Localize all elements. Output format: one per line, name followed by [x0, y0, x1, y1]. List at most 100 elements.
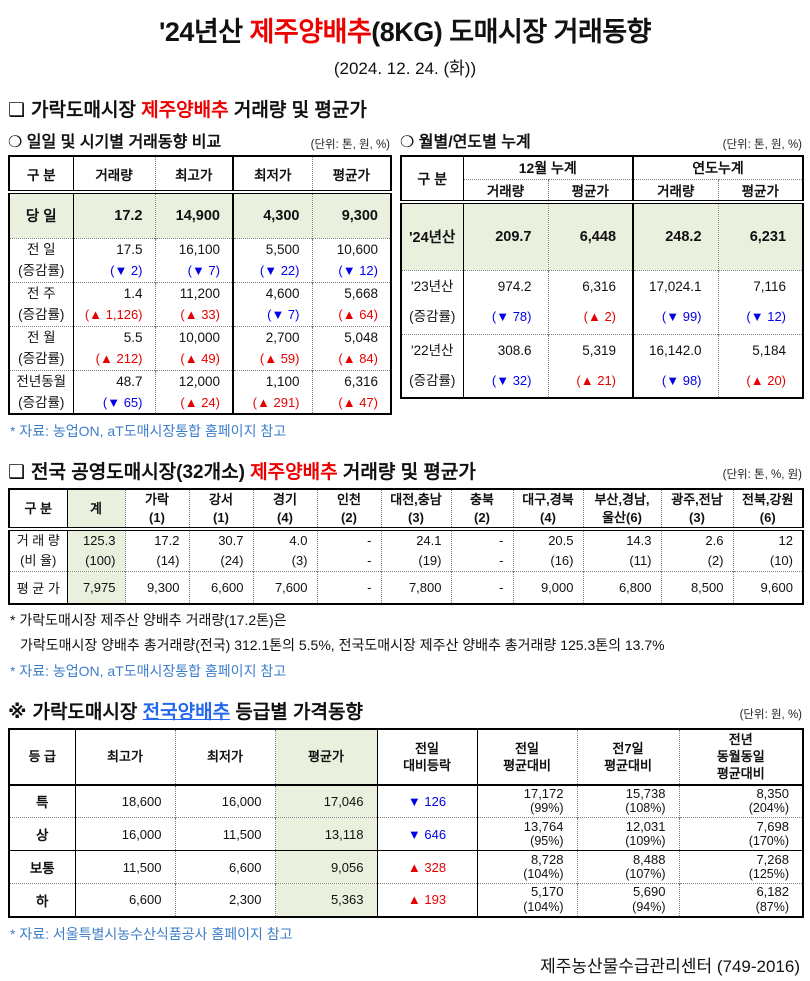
- change-value: (▲ 59): [259, 351, 300, 366]
- section1-title-pre: 가락도매시장: [31, 100, 142, 121]
- column-group-header: 12월 누계: [462, 156, 634, 180]
- value: 17,024.1: [648, 279, 702, 294]
- prev-year-avg-cell: 8,350 (204%): [678, 784, 803, 818]
- grade-price-table: 등 급 최고가 최저가 평균가 전일 대비등락 전일 평균대비 전7일 평균대비 전년 동월동일 평균대…: [8, 727, 804, 918]
- market-count: (1): [149, 509, 165, 525]
- change-label: (증감률): [409, 372, 456, 388]
- delta-cell: ▼ 646: [376, 817, 477, 851]
- row-label: '22년산 (증감률): [401, 333, 463, 398]
- value: 13,764: [523, 818, 564, 834]
- value-cell: 974.2 (▼ 78): [462, 269, 548, 334]
- value-cell: 6,600: [188, 571, 253, 604]
- percent: (94%): [632, 899, 666, 914]
- column-header: 충북 (2): [450, 489, 513, 531]
- section3-title-post: 등급별 가격동향: [230, 701, 363, 723]
- region-name: 부산,경남,: [594, 491, 650, 507]
- daily-unit-label: (단위: 톤, 원, %): [310, 139, 390, 151]
- change-value: (▲ 84): [338, 351, 378, 366]
- header-line: 전일: [515, 740, 539, 756]
- change-label: (증감률): [18, 351, 65, 366]
- row-current-year: '24년산 209.7 6,448 248.2 6,231: [401, 202, 804, 270]
- ratio: (100): [85, 553, 116, 568]
- row-label: 전 주 (증감률): [9, 281, 73, 326]
- market-count: (6): [759, 509, 776, 525]
- column-header: 경기 (4): [252, 489, 317, 531]
- total-cell: 125.3 (100): [66, 529, 125, 572]
- value: 14.3: [626, 533, 652, 548]
- change-value: (▲ 212): [95, 351, 143, 366]
- change-value: (▼ 78): [491, 309, 532, 324]
- value-cell: 5,048 (▲ 84): [311, 325, 391, 370]
- value-cell: 6,316 (▲ 47): [311, 369, 391, 414]
- column-header: 대전,충남 (3): [380, 489, 451, 531]
- value-cell: 2.6 (2): [660, 529, 733, 572]
- value: 5,184: [752, 342, 787, 358]
- region-name: 가락: [145, 491, 169, 507]
- cumulative-unit-label: (단위: 톤, 원, %): [722, 139, 802, 151]
- delta-cell: ▲ 328: [376, 850, 477, 884]
- value-cell: 10,600 (▼ 12): [311, 237, 391, 282]
- header-line: 평균대비: [604, 757, 652, 773]
- value: 5,319: [582, 342, 617, 358]
- value: 6,182: [756, 884, 789, 900]
- avg-price-cell: 13,118: [274, 817, 377, 851]
- cumulative-block: ❍ 월별/연도별 누계 (단위: 톤, 원, %) 구 분 12월 누계 연도누계 거…: [400, 126, 805, 399]
- row-period: 전 주 (증감률) 1.4 (▲ 1,126) 11,200 (▲ 33) 4,600 (▼ …: [9, 281, 391, 326]
- row-today: 당 일 17.2 14,900 4,300 9,300: [9, 192, 391, 238]
- prev-day-avg-cell: 5,170 (104%): [476, 883, 577, 917]
- row-label: 평 균 가: [9, 571, 67, 604]
- cumulative-subheading: ❍ 월별/연도별 누계: [400, 134, 531, 151]
- column-header-total: 계: [66, 489, 125, 531]
- percent: (95%): [530, 834, 564, 848]
- market-count: (3): [408, 509, 424, 525]
- value-cell: 2,700 (▲ 59): [232, 325, 312, 370]
- value-cell: -: [450, 571, 513, 604]
- section2-title-highlight: 제주양배추: [250, 462, 338, 483]
- row-price: 평 균 가 7,975 9,300 6,600 7,600-7,800-9,000 6,8…: [9, 571, 803, 604]
- row-label-line: 거 래 량: [16, 533, 60, 548]
- region-name: 대전,충남: [390, 491, 442, 507]
- footnote-line-1: * 가락도매시장 제주산 양배추 거래량(17.2톤)은: [10, 611, 287, 628]
- value-cell: 9,000: [512, 571, 583, 604]
- column-header: 거래량: [632, 179, 719, 204]
- section1-title-post: 거래량 및 평균가: [228, 100, 367, 121]
- value-cell: 1.4 (▲ 1,126): [72, 281, 155, 326]
- prev-year-avg-cell: 6,182 (87%): [678, 883, 803, 917]
- header-line: 전일: [415, 740, 439, 756]
- row-grade: 상 16,000 11,500 13,118 ▼ 646 13,764 (95%) 12,03…: [9, 817, 803, 851]
- period-label: 전 일: [26, 242, 56, 257]
- market-count: 울산(6): [602, 509, 642, 525]
- max-price-cell: 6,600: [74, 883, 175, 917]
- section2-title-pre: 전국 공영도매시장(32개소): [31, 462, 251, 483]
- change-value: (▼ 2): [110, 263, 143, 278]
- change-value: (▼ 98): [661, 372, 702, 388]
- min-price-cell: 11,500: [174, 817, 275, 851]
- value-cell: 5,500 (▼ 22): [232, 237, 312, 282]
- percent: (104%): [523, 899, 564, 914]
- value-cell: 248.2: [632, 202, 719, 270]
- ratio: (3): [291, 553, 308, 568]
- value: 1.4: [123, 286, 143, 301]
- year-label: '23년산: [411, 279, 454, 294]
- section1-title-highlight: 제주양배추: [141, 100, 229, 121]
- row-label: 거 래 량 (비 율): [9, 529, 67, 572]
- change-label: (증감률): [18, 394, 65, 410]
- change-value: (▲ 1,126): [84, 307, 143, 322]
- section2-title-post: 거래량 및 평균가: [337, 462, 476, 483]
- value-cell: 4,300: [232, 192, 312, 238]
- row-previous-year: '22년산 (증감률) 308.6 (▼ 32) 5,319 (▲ 21) 16,142.0…: [401, 333, 804, 398]
- prev-day-avg-cell: 17,172 (99%): [476, 784, 577, 818]
- value: 48.7: [116, 373, 143, 389]
- page-title: '24년산 제주양배추(8KG) 도매시장 거래동향: [8, 10, 802, 49]
- market-count: (1): [213, 509, 229, 525]
- value: 20.5: [548, 533, 574, 548]
- market-count: (2): [474, 509, 490, 525]
- change-value: (▲ 64): [338, 307, 378, 322]
- ratio: (2): [707, 553, 724, 568]
- value: 8,488: [632, 851, 666, 867]
- ratio: (16): [550, 553, 574, 568]
- value: -: [499, 533, 504, 548]
- change-value: (▲ 2): [583, 309, 617, 324]
- title-post: (8KG) 도매시장 거래동향: [371, 17, 652, 47]
- value-cell: -: [316, 571, 381, 604]
